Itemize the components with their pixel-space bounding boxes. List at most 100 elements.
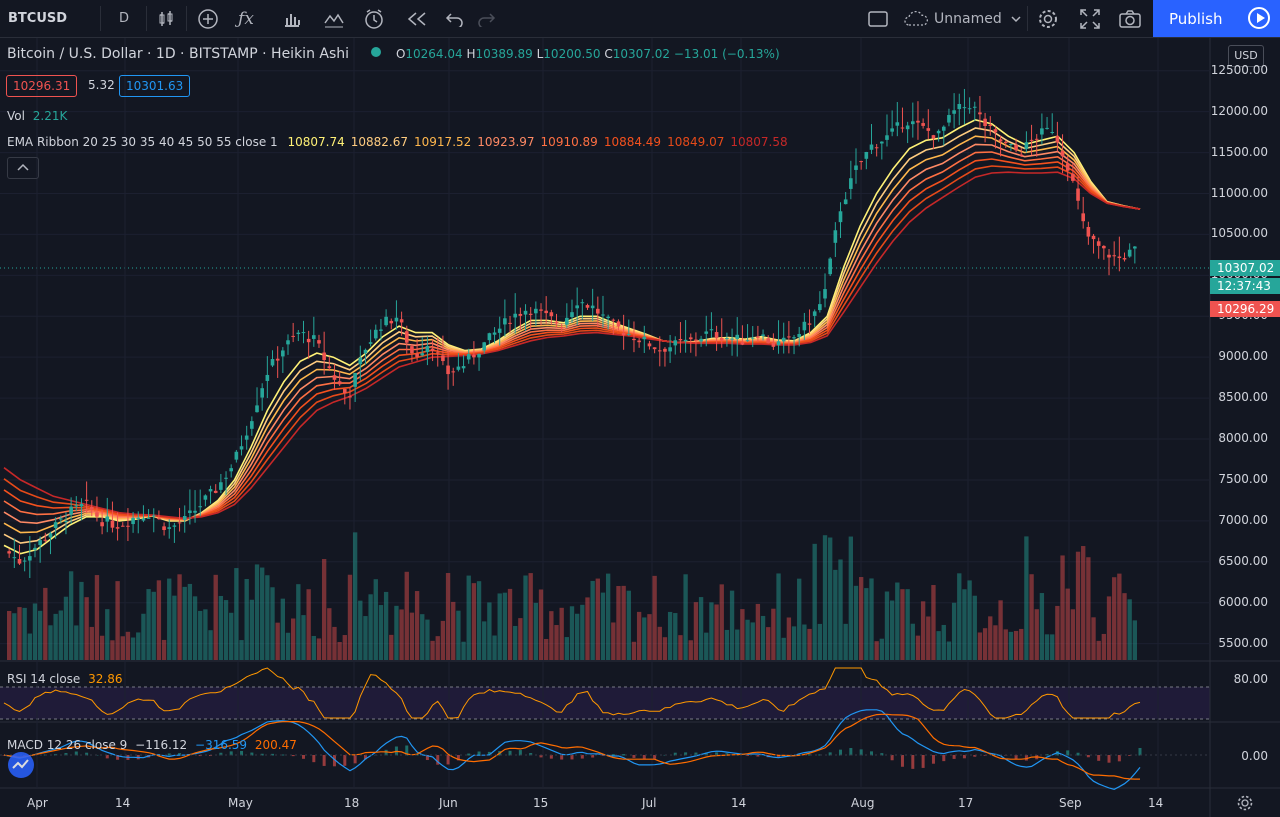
alert-templates-icon[interactable]	[320, 0, 348, 37]
volume-bar	[105, 609, 110, 660]
redo-icon[interactable]	[472, 0, 500, 37]
main-legend: Bitcoin / U.S. Dollar · 1D · BITSTAMP · …	[7, 46, 780, 62]
price-tick: 8000.00	[1218, 431, 1268, 446]
macd-label[interactable]: MACD 12 26 close 9	[7, 738, 128, 752]
series-title[interactable]: Bitcoin / U.S. Dollar · 1D · BITSTAMP · …	[7, 46, 350, 62]
candle-body	[17, 559, 22, 564]
volume-bar	[1039, 593, 1045, 660]
gear-icon[interactable]	[1236, 794, 1254, 815]
time-tick: 14	[1148, 796, 1164, 810]
candle-body	[33, 547, 37, 550]
candle-body	[838, 211, 843, 223]
candle-body	[926, 128, 931, 131]
volume-label[interactable]: Vol	[7, 109, 25, 123]
replay-icon[interactable]	[403, 0, 431, 37]
candle-body	[1096, 241, 1101, 246]
macd-histogram-bar	[446, 755, 450, 765]
currency-button[interactable]: USD	[1228, 45, 1264, 67]
candle-body	[972, 106, 977, 108]
volume-bar	[172, 595, 177, 660]
candle-body	[962, 107, 967, 109]
volume-bar	[750, 622, 755, 660]
macd-histogram-bar	[105, 755, 109, 759]
time-tick: Jul	[642, 796, 657, 810]
candle-body	[1045, 127, 1049, 129]
macd-histogram-bar	[508, 750, 512, 756]
layout-name-dropdown[interactable]: Unnamed	[902, 0, 1024, 37]
sell-price-box[interactable]: 10296.31	[6, 75, 78, 97]
ema-ribbon-line	[3, 158, 1141, 520]
candle-body	[993, 129, 998, 133]
time-tick: 15	[533, 796, 549, 810]
divider	[146, 6, 147, 31]
publish-button[interactable]: Publish	[1153, 0, 1280, 37]
candle-body	[978, 112, 982, 115]
rsi-level-label: 80.00	[1233, 672, 1268, 686]
alert-clock-icon[interactable]	[360, 0, 388, 37]
time-tick: Aug	[851, 796, 875, 810]
symbol-search[interactable]: BTCUSD	[8, 11, 68, 26]
volume-bar	[1029, 574, 1034, 660]
spread-value: 5.32	[88, 78, 115, 92]
macd-histogram-bar	[828, 752, 832, 756]
candle-body	[487, 333, 492, 341]
volume-bar	[58, 610, 63, 660]
candle-body	[1091, 235, 1096, 240]
volume-bar	[910, 623, 915, 660]
macd-histogram-bar	[85, 752, 89, 756]
volume-bar	[920, 601, 926, 660]
candle-body	[905, 125, 910, 130]
volume-bar	[714, 604, 719, 660]
price-tick: 6000.00	[1218, 594, 1268, 609]
volume-bar	[1122, 593, 1127, 660]
undo-icon[interactable]	[441, 0, 469, 37]
candle-body	[22, 560, 27, 562]
candle-body	[601, 314, 605, 316]
macd-histogram-bar	[942, 755, 946, 762]
candle-body	[1071, 173, 1075, 181]
candle-body	[735, 334, 740, 339]
volume-bar	[352, 532, 358, 660]
tradingview-logo-icon[interactable]	[8, 752, 34, 778]
macd-zero-label: 0.00	[1241, 749, 1268, 763]
camera-icon[interactable]	[1116, 0, 1144, 37]
candle-body	[1102, 245, 1106, 249]
cloud-icon	[904, 10, 928, 26]
financials-icon[interactable]	[278, 0, 306, 37]
volume-bar	[99, 635, 105, 660]
candle-body	[683, 339, 688, 342]
buy-price-box[interactable]: 10301.63	[119, 75, 191, 97]
indicators-icon[interactable]: ƒx	[238, 8, 254, 29]
ema-ribbon-label[interactable]: EMA Ribbon 20 25 30 35 40 45 50 55 close…	[7, 135, 278, 149]
volume-bar	[1075, 551, 1081, 660]
compare-add-icon[interactable]	[194, 0, 222, 37]
volume-bar	[265, 575, 270, 660]
volume-bar	[213, 574, 218, 660]
macd-histogram-bar	[219, 752, 223, 756]
candle-body	[503, 318, 507, 325]
volume-bar	[1034, 609, 1039, 660]
volume-bar	[709, 602, 714, 660]
collapse-legend-button[interactable]	[7, 157, 39, 179]
volume-bar	[1065, 588, 1070, 660]
candle-body	[719, 337, 724, 341]
layout-icon[interactable]	[864, 0, 892, 37]
volume-bar	[311, 635, 316, 660]
macd-histogram-bar	[436, 755, 440, 765]
interval-button[interactable]: D	[118, 11, 129, 26]
volume-bar	[807, 628, 812, 660]
volume-bar	[673, 613, 678, 660]
rsi-label[interactable]: RSI 14 close	[7, 672, 81, 686]
macd-histogram-bar	[663, 754, 667, 756]
gear-icon[interactable]	[1034, 0, 1062, 37]
volume-bar	[616, 586, 621, 660]
volume-bar	[198, 610, 203, 660]
macd-histogram-bar	[1086, 755, 1090, 758]
chevron-up-icon	[17, 163, 29, 171]
candle-body	[69, 506, 73, 515]
bar-style-icon[interactable]	[152, 0, 180, 37]
fullscreen-icon[interactable]	[1076, 0, 1104, 37]
volume-bar	[208, 630, 213, 660]
volume-legend: Vol 2.21K	[7, 109, 67, 123]
